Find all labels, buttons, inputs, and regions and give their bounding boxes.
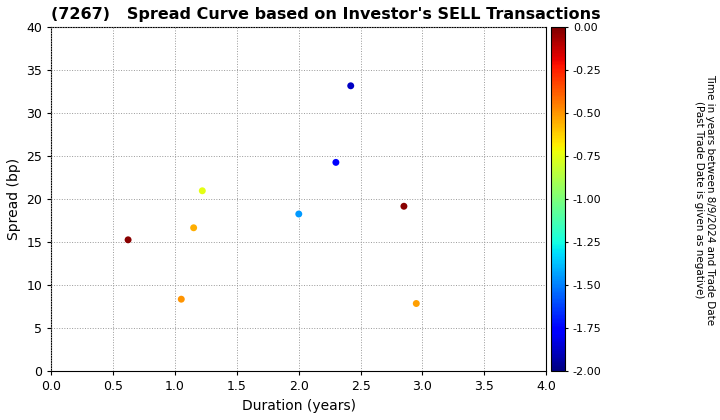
Point [398,203,410,210]
Text: (7267)   Spread Curve based on Investor's SELL Transactions: (7267) Spread Curve based on Investor's … [51,7,601,22]
X-axis label: Duration (years): Duration (years) [242,399,356,413]
Point [410,300,422,307]
Y-axis label: Time in years between 8/9/2024 and Trade Date
(Past Trade Date is given as negat: Time in years between 8/9/2024 and Trade… [694,74,716,325]
Point [197,187,208,194]
Point [345,82,356,89]
Point [293,211,305,218]
Y-axis label: Spread (bp): Spread (bp) [7,158,21,240]
Point [176,296,187,302]
Point [122,236,134,243]
Point [330,159,342,166]
Point [188,224,199,231]
